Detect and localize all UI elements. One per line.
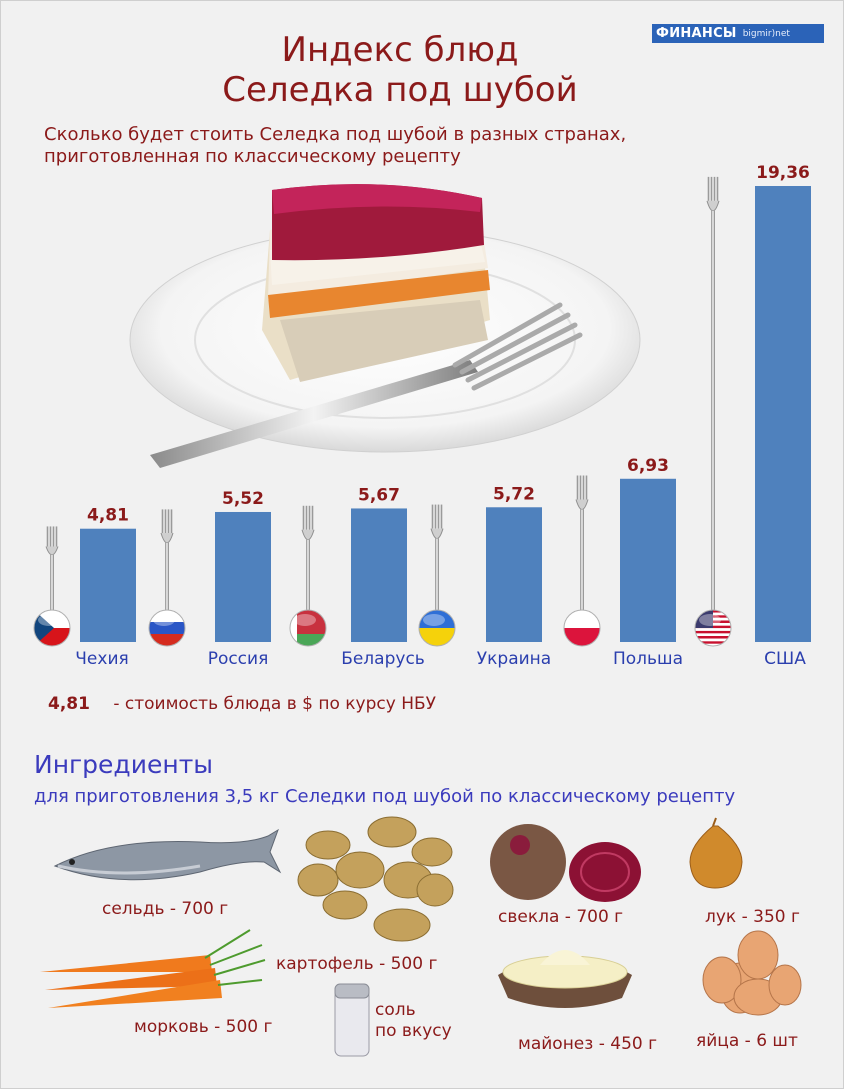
price-chart: 4,81 Чехия 5,52 Россия 5,67 Беларусь 5,72 Украи… — [33, 163, 811, 669]
fork-icon-5 — [575, 475, 589, 622]
fork-icon-6 — [706, 176, 720, 622]
legend: 4,81 - стоимость блюда в $ по курсу НБУ — [48, 694, 436, 714]
ingredients-subheading: для приготовления 3,5 кг Селедки под шуб… — [34, 786, 736, 807]
country-label-США: США — [764, 649, 806, 669]
country-label-Польша: Польша — [613, 649, 683, 669]
ingredient-label-herring: сельдь - 700 г — [102, 899, 229, 919]
page-title-line2: Селедка под шубой — [222, 70, 578, 110]
ukraine-flag-icon — [418, 609, 456, 647]
page-subtitle: Сколько будет стоить Селедка под шубой в… — [44, 124, 684, 168]
ingredient-label-carrot: морковь - 500 г — [134, 1017, 273, 1037]
fork-icon-2 — [160, 509, 174, 622]
finansy-logo[interactable]: ФИНАНСЫ bigmir)net — [652, 24, 824, 43]
poland-flag-icon — [563, 609, 601, 647]
dish-illustration — [129, 184, 641, 468]
subtitle-line1: Сколько будет стоить Селедка под шубой в… — [44, 124, 627, 145]
country-label-Чехия: Чехия — [75, 649, 128, 669]
fork-icon-3 — [301, 505, 315, 622]
ingredient-label-onion: лук - 350 г — [705, 907, 800, 927]
ingredient-label-salt-amount: по вкусу — [375, 1021, 452, 1041]
logo-sub-text: bigmir)net — [742, 28, 790, 39]
country-label-Беларусь: Беларусь — [341, 649, 425, 669]
ingredient-label-potato: картофель - 500 г — [276, 954, 438, 974]
legend-value: 4,81 — [48, 694, 90, 714]
value-label-США: 19,36 — [756, 163, 810, 183]
russia-flag-icon — [148, 609, 186, 647]
bar-Чехия — [80, 528, 136, 642]
bar-Польша — [620, 478, 676, 642]
country-label-Украина: Украина — [477, 649, 551, 669]
usa-flag-icon — [694, 609, 732, 647]
logo-main-text: ФИНАНСЫ — [656, 26, 737, 41]
bar-США — [755, 186, 811, 642]
ingredient-label-mayonnaise: майонез - 450 г — [518, 1034, 658, 1054]
czech-flag-icon — [33, 609, 71, 647]
bar-Беларусь — [351, 508, 407, 642]
fork-icon-1 — [45, 526, 59, 622]
value-label-Беларусь: 5,67 — [358, 485, 400, 505]
value-label-Чехия: 4,81 — [87, 506, 129, 526]
ingredients-heading: Ингредиенты — [34, 750, 213, 779]
page-title-line1: Индекс блюд — [281, 30, 519, 70]
value-label-Польша: 6,93 — [627, 456, 669, 476]
ingredient-label-eggs: яйца - 6 шт — [696, 1031, 798, 1051]
legend-text: - стоимость блюда в $ по курсу НБУ — [113, 694, 437, 714]
ingredient-label-salt: соль — [375, 1000, 416, 1020]
bar-Россия — [215, 511, 271, 642]
bar-Украина — [486, 507, 542, 642]
country-label-Россия: Россия — [208, 649, 269, 669]
ingredient-label-beet: свекла - 700 г — [498, 907, 624, 927]
belarus-flag-icon — [289, 609, 327, 647]
value-label-Россия: 5,52 — [222, 489, 264, 509]
fork-icon-4 — [430, 504, 444, 622]
subtitle-line2: приготовленная по классическому рецепту — [44, 146, 461, 167]
value-label-Украина: 5,72 — [493, 484, 535, 504]
